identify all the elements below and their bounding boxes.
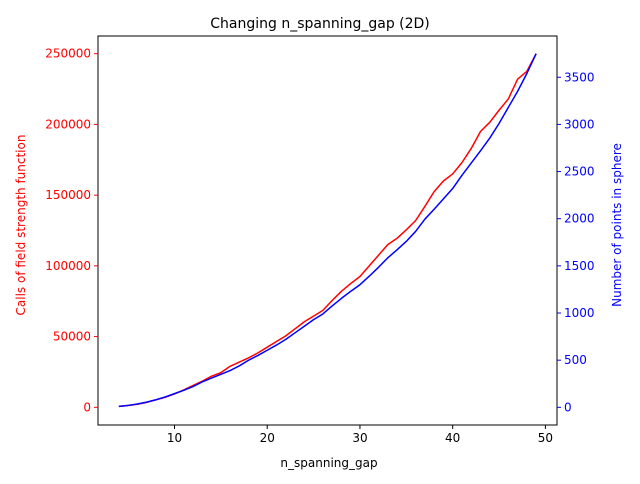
y-right-tick-label: 2000 [564,212,595,226]
series-line-right [118,53,537,408]
y-axis-left-label: Calls of field strength function [14,135,28,316]
y-right-tick-label: 1500 [564,259,595,273]
y-left-tick-label: 150000 [45,188,91,202]
x-tick-label: 20 [260,431,275,445]
series-line-left [118,53,537,408]
x-tick-label: 40 [445,431,460,445]
plot-area [97,35,558,426]
x-axis-label: n_spanning_gap [280,456,377,470]
x-axis: 10 20 30 40 50 [167,425,553,445]
y-axis-right-label: Number of points in sphere [610,143,624,307]
y-right-tick-label: 0 [564,400,572,414]
y-axis-right: 0 500 1000 1500 2000 2500 3000 3500 [557,70,595,414]
x-tick-label: 50 [538,431,553,445]
y-right-tick-label: 3000 [564,117,595,131]
y-axis-left: 0 50000 100000 150000 200000 250000 [45,47,98,414]
x-tick-label: 30 [352,431,367,445]
y-left-tick-label: 0 [83,400,91,414]
y-right-tick-label: 500 [564,353,587,367]
y-right-tick-label: 1000 [564,306,595,320]
y-left-tick-label: 250000 [45,47,91,61]
y-left-tick-label: 200000 [45,117,91,131]
plot-frame [97,35,558,426]
y-right-tick-label: 2500 [564,165,595,179]
y-left-tick-label: 100000 [45,259,91,273]
x-tick-label: 10 [167,431,182,445]
series-layer [118,53,537,408]
chart-title: Changing n_spanning_gap (2D) [210,16,430,32]
y-left-tick-label: 50000 [53,330,91,344]
y-right-tick-label: 3500 [564,70,595,84]
